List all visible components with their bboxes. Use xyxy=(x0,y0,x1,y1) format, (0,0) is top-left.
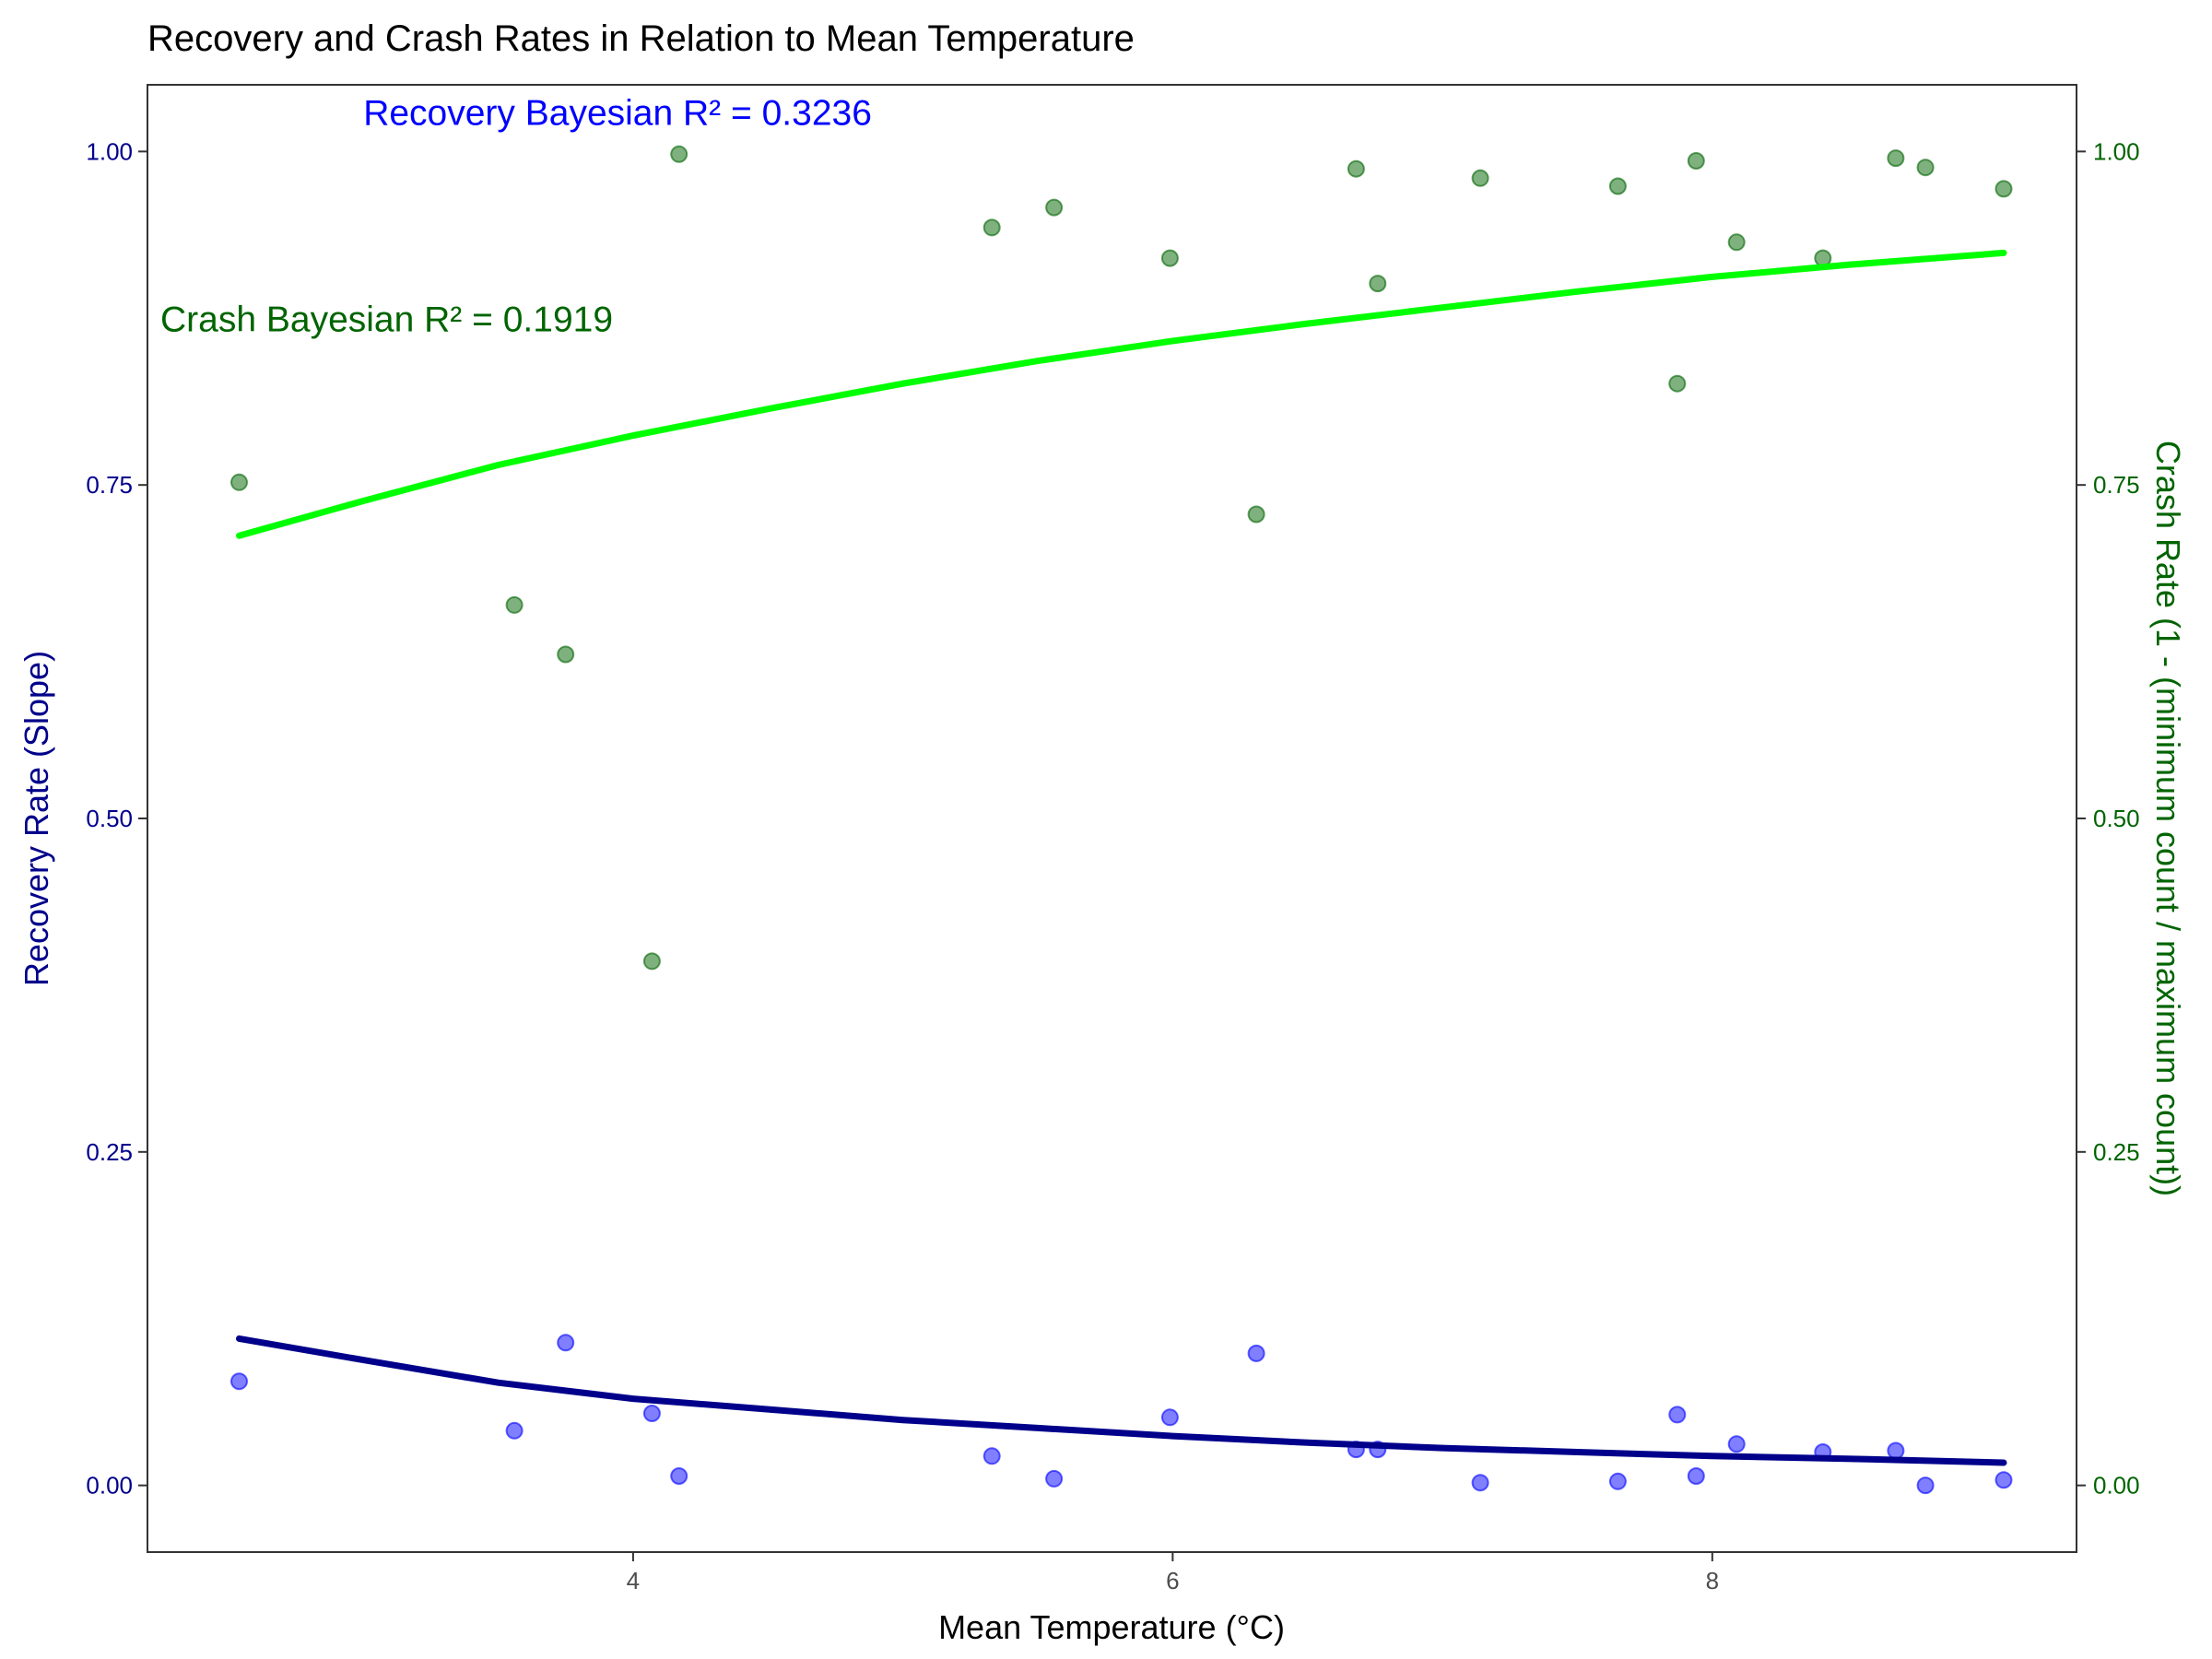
recovery-point xyxy=(642,1405,661,1422)
crash-fit-line xyxy=(236,249,2007,539)
plot-marks xyxy=(230,145,2013,1495)
crash-r2-annotation: Crash Bayesian R² = 0.1919 xyxy=(160,300,613,340)
right-axis-ticks: 0.00 0.25 0.50 0.75 1.00 xyxy=(2077,137,2140,1500)
recovery-fit-line xyxy=(236,1335,2007,1466)
crash-point xyxy=(982,218,1001,237)
x-axis-label: Mean Temperature (°C) xyxy=(938,1608,1285,1646)
x-tick-label: 6 xyxy=(1166,1567,1179,1594)
crash-point xyxy=(557,645,575,664)
x-tick-label: 8 xyxy=(1706,1567,1719,1594)
left-axis-ticks: 0.00 0.25 0.50 0.75 1.00 xyxy=(86,137,147,1500)
crash-point xyxy=(642,952,661,971)
crash-point xyxy=(1727,233,1746,252)
crash-point xyxy=(1247,505,1265,524)
y-tick-label: 0.25 xyxy=(86,1138,133,1166)
recovery-point xyxy=(1727,1435,1746,1453)
y-tick-label: 1.00 xyxy=(86,137,133,165)
recovery-point xyxy=(1887,1441,1905,1460)
recovery-point xyxy=(1994,1471,2013,1489)
recovery-point xyxy=(505,1421,524,1440)
recovery-point xyxy=(1668,1406,1687,1424)
crash-point xyxy=(1471,169,1489,187)
crash-point xyxy=(1916,159,1935,177)
x-tick-label: 4 xyxy=(627,1567,640,1594)
y-tick-label: 0.00 xyxy=(86,1472,133,1500)
recovery-point xyxy=(230,1372,248,1391)
crash-point xyxy=(505,595,524,614)
recovery-point xyxy=(1916,1477,1935,1495)
y-tick-label: 0.50 xyxy=(86,805,133,832)
y2-tick-label: 0.00 xyxy=(2093,1472,2140,1500)
crash-point xyxy=(1347,159,1365,178)
recovery-point xyxy=(1687,1467,1705,1485)
y-axis-label-left: Recovery Rate (Slope) xyxy=(18,651,55,986)
recovery-point xyxy=(1471,1474,1489,1492)
crash-point xyxy=(1160,249,1179,267)
y2-tick-label: 0.50 xyxy=(2093,805,2140,832)
crash-point xyxy=(1687,152,1705,170)
recovery-point xyxy=(670,1467,688,1485)
crash-point xyxy=(1608,177,1627,195)
recovery-point xyxy=(1160,1408,1179,1427)
crash-point xyxy=(1668,374,1687,393)
recovery-point xyxy=(1247,1344,1265,1362)
plot-frame xyxy=(147,84,2077,1553)
crash-point xyxy=(1887,149,1905,168)
recovery-point xyxy=(1045,1469,1064,1488)
y2-tick-label: 0.75 xyxy=(2093,471,2140,499)
crash-point xyxy=(1369,275,1387,293)
y2-tick-label: 1.00 xyxy=(2093,137,2140,165)
chart-title: Recovery and Crash Rates in Relation to … xyxy=(147,18,1135,59)
y-axis-label-right: Crash Rate (1 - (minimum count / maximum… xyxy=(2149,441,2187,1196)
y-tick-label: 0.75 xyxy=(86,471,133,499)
crash-point xyxy=(1045,198,1064,217)
y2-tick-label: 0.25 xyxy=(2093,1138,2140,1166)
recovery-point xyxy=(1608,1472,1627,1490)
recovery-point xyxy=(982,1447,1001,1465)
recovery-point xyxy=(557,1334,575,1352)
annotations: Recovery Bayesian R² = 0.3236 Crash Bayes… xyxy=(160,93,872,339)
crash-point xyxy=(1994,180,2013,198)
recovery-r2-annotation: Recovery Bayesian R² = 0.3236 xyxy=(363,93,872,133)
x-axis-ticks: 4 6 8 xyxy=(627,1552,1719,1594)
crash-point xyxy=(230,473,248,491)
crash-point xyxy=(670,145,688,163)
